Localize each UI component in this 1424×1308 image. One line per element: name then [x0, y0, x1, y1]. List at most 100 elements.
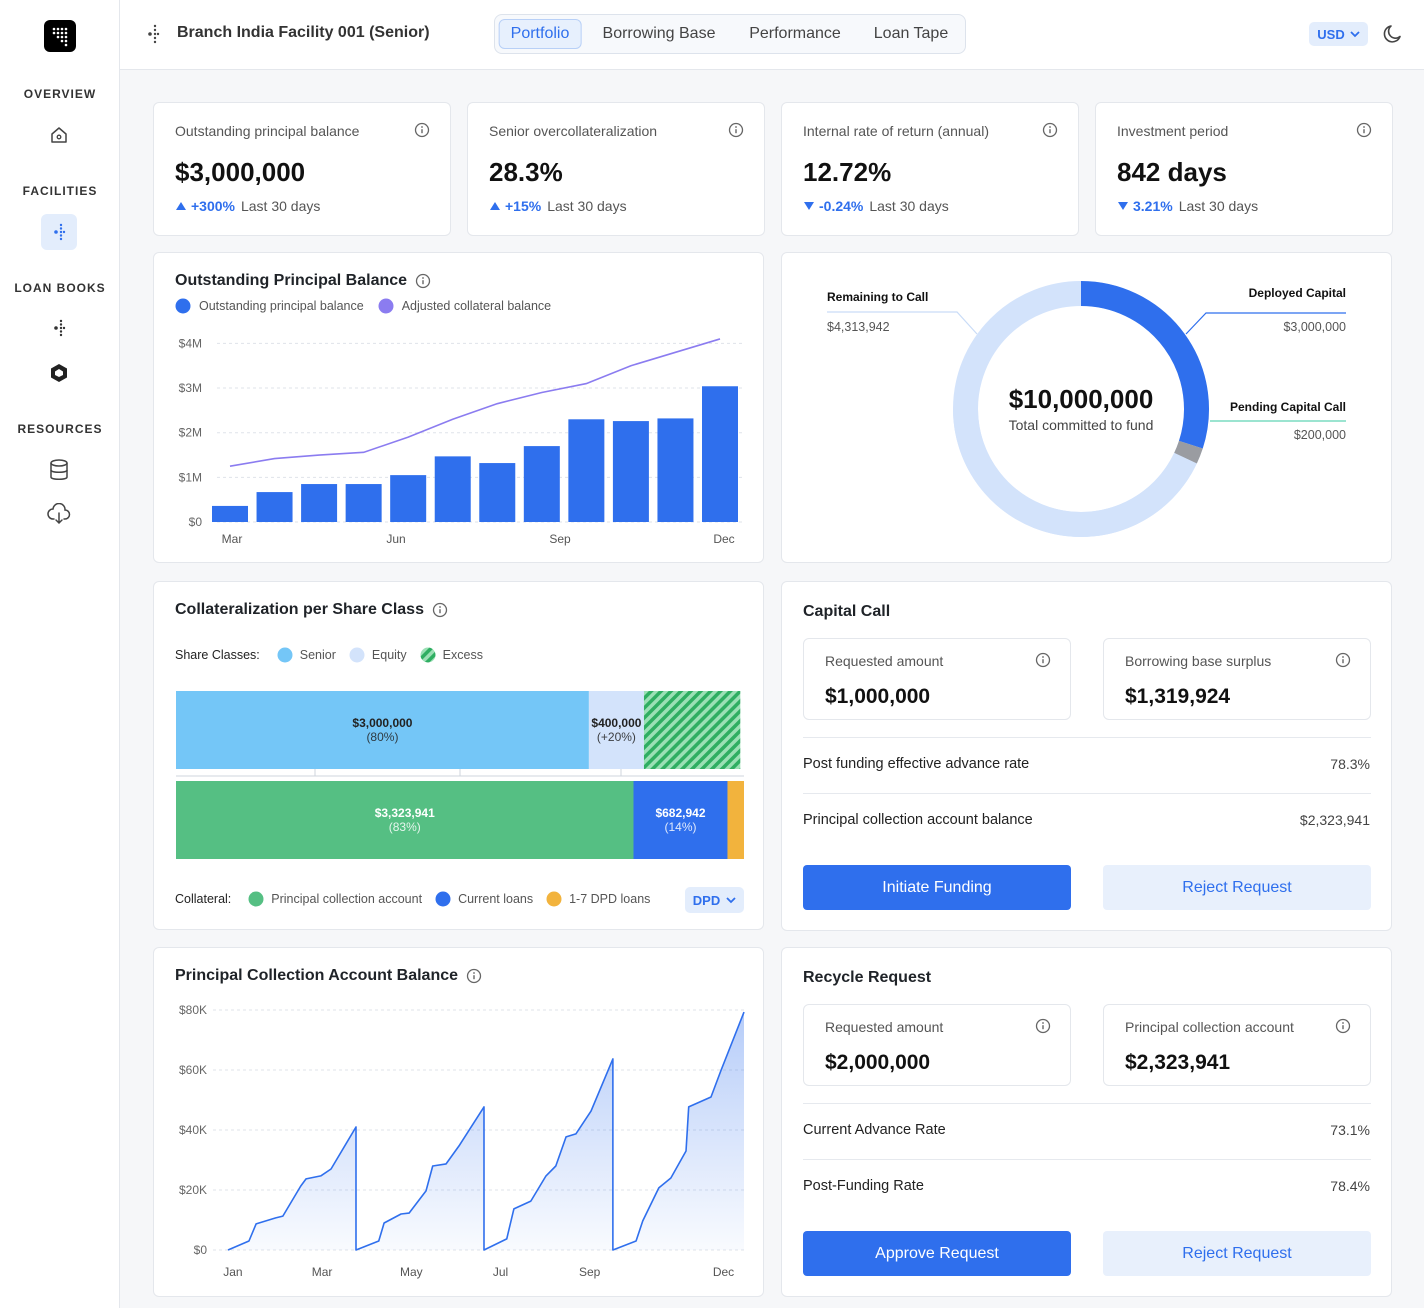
- home-icon[interactable]: [49, 125, 69, 145]
- bar: [523, 446, 560, 522]
- segment-name: Deployed Capital: [1249, 286, 1346, 300]
- info-icon[interactable]: [728, 122, 744, 138]
- facility-icon: [148, 24, 160, 44]
- segment-value: $200,000: [1294, 428, 1346, 442]
- kpi-card: Investment period 842 days 3.21% Last 30 da…: [1095, 102, 1393, 236]
- x-tick-label: Dec: [713, 532, 734, 546]
- legend-label: Senior: [299, 648, 336, 662]
- logo[interactable]: [43, 19, 77, 53]
- metric-value: $2,000,000: [825, 1051, 931, 1074]
- info-circle: [1335, 1018, 1351, 1034]
- dropdown-label: DPD: [692, 892, 721, 908]
- secondary-button[interactable]: Reject Request: [1103, 865, 1371, 910]
- metric-card: Requested amount $2,000,000: [803, 1004, 1071, 1086]
- tab[interactable]: Portfolio: [498, 19, 582, 49]
- row-label: Principal collection account balance: [803, 812, 1033, 828]
- row-value: $2,323,941: [1299, 812, 1370, 828]
- info-dot: [1342, 656, 1344, 658]
- section-label: OVERVIEW: [23, 87, 97, 101]
- divider: [803, 737, 1371, 738]
- legend-label: 1-7 DPD loans: [569, 892, 651, 906]
- y-tick-label: $3M: [179, 381, 202, 395]
- download-icon[interactable]: [47, 503, 71, 525]
- segment-name: Remaining to Call: [827, 290, 928, 304]
- info-dot: [1042, 1022, 1044, 1024]
- row-value: 78.3%: [1330, 756, 1370, 772]
- facility-icon-active[interactable]: [41, 214, 77, 250]
- tab[interactable]: Performance: [749, 25, 841, 42]
- legend-dot: [349, 647, 365, 663]
- divider: [803, 1103, 1371, 1104]
- legend-dot: [175, 298, 191, 314]
- tab[interactable]: Loan Tape: [873, 25, 949, 42]
- metric-value: $2,323,941: [1125, 1051, 1231, 1074]
- chart-card: Outstanding Principal Balance Outstanding…: [153, 252, 764, 563]
- secondary-button[interactable]: Reject Request: [1103, 1231, 1371, 1276]
- bar: [657, 418, 694, 522]
- loan-book-icon[interactable]: [49, 363, 69, 383]
- kpi-value: 28.3%: [489, 157, 563, 187]
- info-icon[interactable]: [466, 968, 482, 984]
- y-tick-label: $4M: [179, 336, 202, 350]
- y-tick-label: $0: [194, 1243, 208, 1257]
- card-title: Principal Collection Account Balance: [175, 967, 459, 984]
- metric-label: Principal collection account: [1125, 1019, 1294, 1035]
- kpi-period: Last 30 days: [869, 198, 949, 214]
- stacked-bars: $3,000,000(80%)$400,000(+20%)$3,323,941(…: [176, 691, 744, 859]
- theme-toggle[interactable]: [1381, 22, 1405, 46]
- x-tick-label: Sep: [579, 1265, 601, 1279]
- row-value: 78.4%: [1330, 1178, 1370, 1194]
- chevron: [1350, 31, 1360, 38]
- bar: [612, 421, 649, 522]
- info-dot: [473, 972, 475, 974]
- info-icon[interactable]: [1335, 1018, 1351, 1034]
- facility-icon: [54, 223, 66, 241]
- x-tick-label: Mar: [312, 1265, 333, 1279]
- info-icon[interactable]: [414, 122, 430, 138]
- bar-segment: [176, 781, 634, 859]
- info-dot: [735, 126, 737, 128]
- segment-value: $682,942: [655, 806, 705, 820]
- info-circle: [415, 273, 431, 289]
- primary-button[interactable]: Initiate Funding: [803, 865, 1071, 910]
- bar-segment: [633, 781, 728, 859]
- y-tick-label: $40K: [179, 1123, 207, 1137]
- info-dot: [422, 277, 424, 279]
- legend-label: Equity: [371, 648, 407, 662]
- primary-button[interactable]: Approve Request: [803, 1231, 1071, 1276]
- leader-line: [827, 311, 978, 335]
- info-icon[interactable]: [415, 273, 431, 289]
- legend-swatch: [349, 647, 365, 663]
- segment-value: $4,313,942: [827, 320, 890, 334]
- legend-swatch: [248, 891, 264, 907]
- legend: Share Classes: Senior Equity Excess: [175, 646, 483, 664]
- legend-label: Current loans: [458, 892, 534, 906]
- y-tick-label: $80K: [179, 1003, 207, 1017]
- info-icon[interactable]: [1035, 652, 1051, 668]
- info-icon[interactable]: [1042, 122, 1058, 138]
- info-icon[interactable]: [432, 602, 448, 618]
- info-icon[interactable]: [1356, 122, 1372, 138]
- kpi-change: +15%: [505, 198, 542, 214]
- legend-title: Share Classes:: [175, 648, 260, 662]
- loan-book-icon[interactable]: [41, 310, 77, 346]
- trend-arrow: [804, 202, 814, 210]
- database-icon[interactable]: [49, 459, 69, 481]
- bar: [212, 505, 248, 522]
- bar: [256, 492, 293, 522]
- tab[interactable]: Borrowing Base: [602, 25, 716, 42]
- currency: USD: [1317, 26, 1345, 42]
- metric-card: Principal collection account $2,323,941: [1103, 1004, 1371, 1086]
- donut-subtitle: Total committed to fund: [1009, 417, 1154, 433]
- info-icon[interactable]: [1335, 652, 1351, 668]
- metric-value: $1,319,924: [1125, 685, 1231, 708]
- legend-label: Outstanding principal balance: [199, 299, 364, 313]
- bar: [434, 456, 471, 522]
- panel-title: Recycle Request: [803, 969, 932, 986]
- dropdown[interactable]: DPD: [685, 887, 744, 913]
- x-tick-label: May: [400, 1265, 423, 1279]
- currency-select[interactable]: USD: [1309, 22, 1368, 46]
- info-circle: [1356, 122, 1372, 138]
- info-icon[interactable]: [1035, 1018, 1051, 1034]
- chart-card: $10,000,000 Total committed to fund Deploy…: [781, 252, 1392, 563]
